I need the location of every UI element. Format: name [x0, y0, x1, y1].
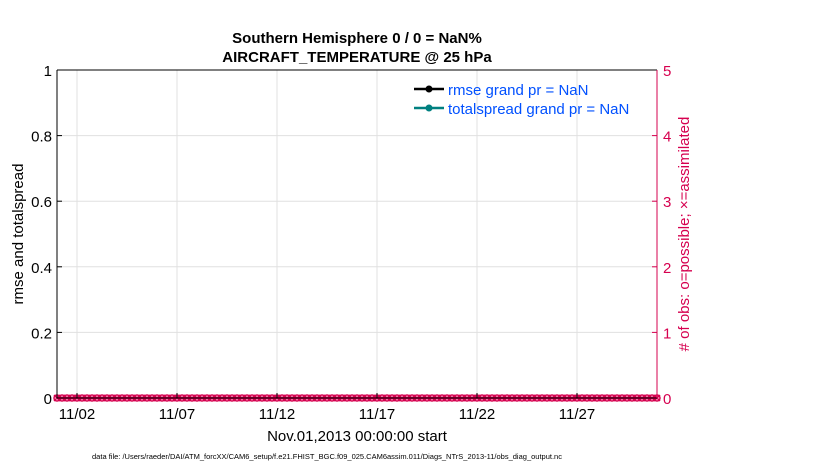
legend-marker-totalspread: [425, 104, 433, 112]
grid: [57, 70, 657, 398]
chart-title-line1: Southern Hemisphere 0 / 0 = NaN%: [232, 30, 482, 47]
legend-label-totalspread: totalspread grand pr = NaN: [448, 101, 629, 118]
y-tick-label-right: 1: [663, 325, 671, 342]
x-tick-label: 11/22: [459, 406, 495, 423]
x-tick-label: 11/02: [59, 406, 95, 423]
x-tick-label: 11/12: [259, 406, 295, 423]
y-tick-label-right: 4: [663, 129, 671, 146]
y-tick-label-right: 5: [663, 63, 671, 80]
y-tick-label-right: 3: [663, 194, 671, 211]
x-tick-label: 11/27: [559, 406, 595, 423]
legend: rmse grand pr = NaN totalspread grand pr…: [414, 82, 629, 118]
chart-title-line2: AIRCRAFT_TEMPERATURE @ 25 hPa: [222, 49, 492, 66]
y-axis-label-left: rmse and totalspread: [10, 164, 27, 305]
legend-label-rmse: rmse grand pr = NaN: [448, 82, 588, 99]
y-tick-label-left: 0: [44, 391, 52, 408]
x-axis-label: Nov.01,2013 00:00:00 start: [267, 428, 448, 445]
x-tick-label: 11/07: [159, 406, 195, 423]
y-tick-label-left: 0.4: [31, 260, 52, 277]
footer-data-file: data file: /Users/raeder/DAI/ATM_forcXX/…: [92, 452, 562, 461]
legend-marker-rmse: [425, 85, 433, 93]
axes: 11/02 11/07 11/12 11/17 11/22 11/27 0 0.2 0.4 0.6…: [31, 63, 671, 423]
y-tick-label-left: 0.6: [31, 194, 52, 211]
y-tick-label-right: 0: [663, 391, 671, 408]
y-axis-label-right: # of obs: o=possible; ×=assimilated: [676, 117, 693, 352]
x-tick-label: 11/17: [359, 406, 395, 423]
y-tick-label-left: 1: [44, 63, 52, 80]
y-tick-label-right: 2: [663, 260, 671, 277]
y-tick-label-left: 0.8: [31, 129, 52, 146]
y-tick-label-left: 0.2: [31, 325, 52, 342]
